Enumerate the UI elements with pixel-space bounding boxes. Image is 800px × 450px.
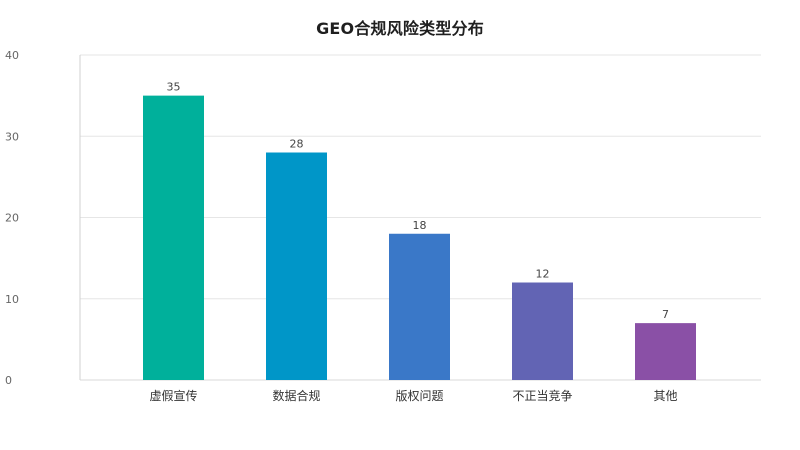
bar — [266, 152, 327, 380]
label-layer: 35 虚假宣传 28 数据合规 18 版权问题 12 不正当竞争 7 其他 — [149, 81, 677, 403]
y-tick-label: 20 — [5, 212, 19, 225]
x-tick-label: 数据合规 — [272, 388, 320, 403]
x-tick-label: 其他 — [653, 389, 677, 403]
y-tick-label: 0 — [5, 374, 12, 387]
bar — [512, 282, 573, 380]
data-label: 18 — [413, 219, 427, 232]
bar-layer — [143, 95, 696, 380]
y-tick-label: 10 — [5, 293, 19, 306]
chart-title: GEO合规风险类型分布 — [316, 19, 484, 38]
data-label: 35 — [167, 81, 181, 94]
bar — [635, 323, 696, 380]
bar — [389, 233, 450, 380]
bar — [143, 95, 204, 380]
y-tick-label: 30 — [5, 130, 19, 143]
data-label: 12 — [536, 268, 550, 281]
y-tick-label: 40 — [5, 49, 19, 62]
x-tick-label: 不正当竞争 — [512, 389, 572, 403]
x-tick-label: 虚假宣传 — [149, 388, 197, 403]
data-label: 7 — [662, 308, 669, 321]
x-tick-label: 版权问题 — [395, 389, 443, 403]
data-label: 28 — [290, 138, 304, 151]
